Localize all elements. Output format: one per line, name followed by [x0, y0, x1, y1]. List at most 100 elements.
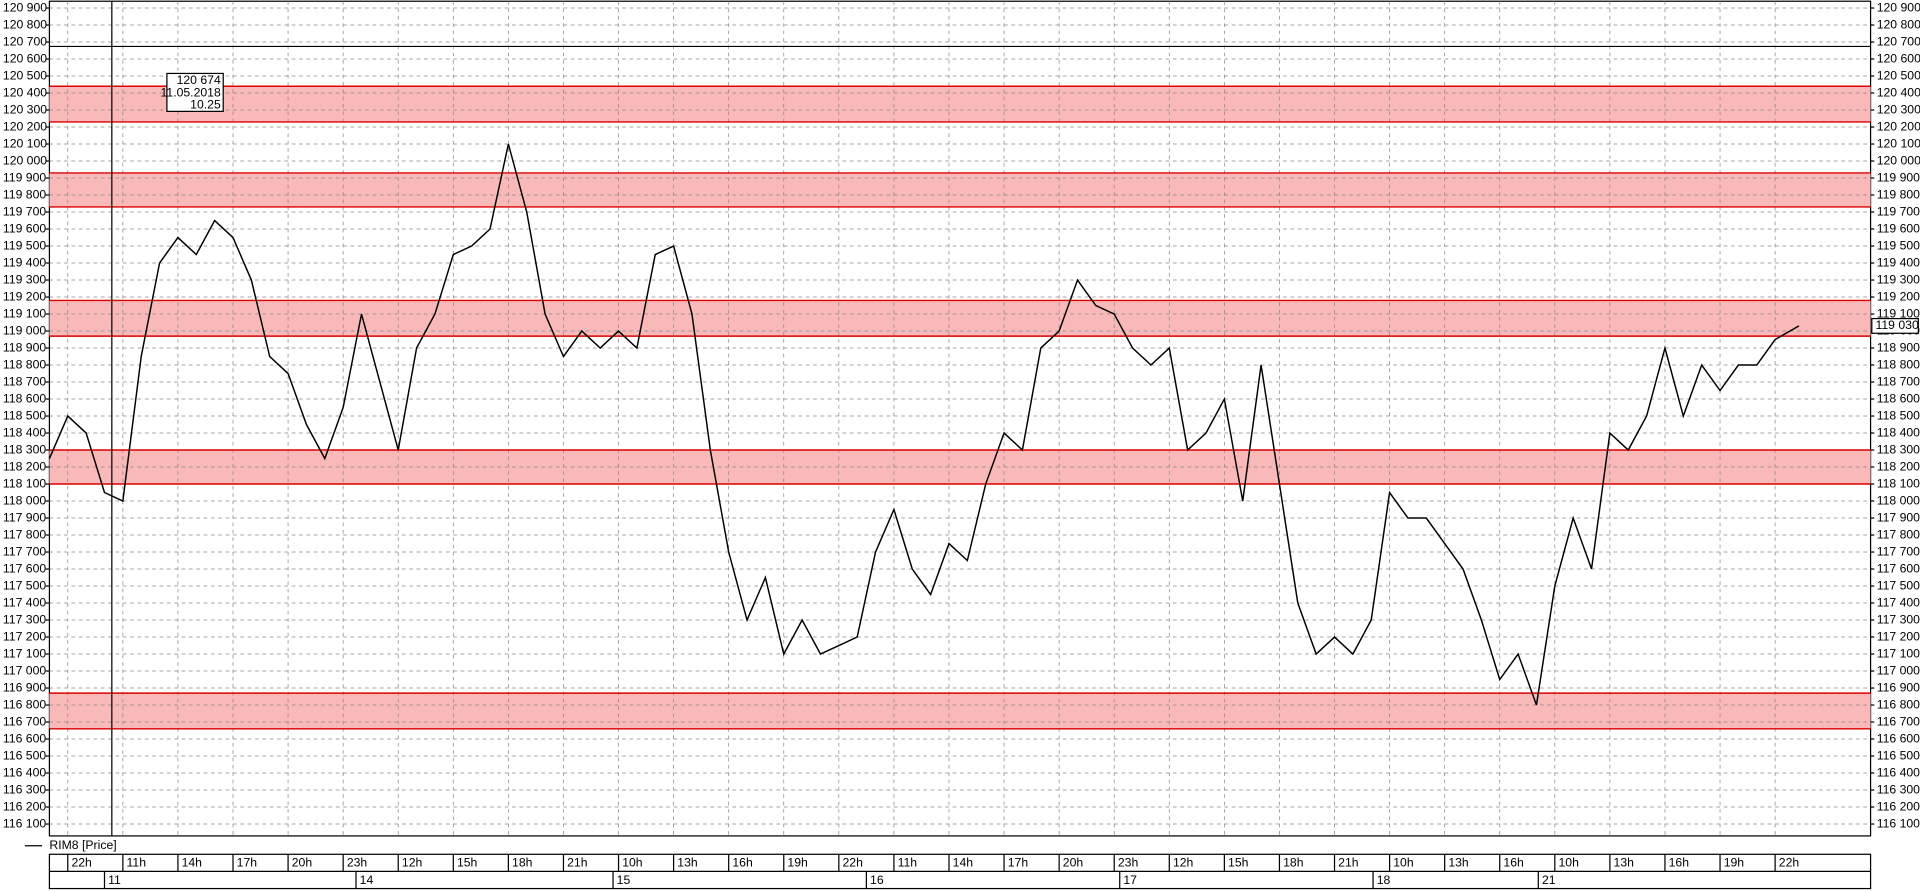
y2-tick-label: 118 400: [1877, 425, 1920, 439]
x-tick-label: 19h: [1724, 856, 1744, 870]
y2-tick-label: 118 900: [1877, 340, 1920, 354]
date-label: 11: [108, 873, 121, 887]
y-tick-label: 117 600: [3, 561, 46, 575]
x-tick-label: 14h: [953, 856, 973, 870]
y-tick-label: 119 100: [3, 306, 46, 320]
x-tick-label: 14h: [182, 856, 202, 870]
y-tick-label: 120 800: [3, 17, 47, 31]
y-tick-label: 117 200: [3, 629, 46, 643]
x-tick-label: 23h: [1118, 856, 1138, 870]
y2-tick-label: 116 200: [1877, 799, 1920, 813]
y-tick-label: 116 600: [3, 731, 46, 745]
y2-tick-label: 118 200: [1877, 459, 1920, 473]
y2-tick-label: 120 100: [1877, 136, 1920, 150]
zone: [49, 172, 1871, 207]
x-tick-label: 15h: [457, 856, 477, 870]
x-tick-label: 12h: [1173, 856, 1193, 870]
y2-tick-label: 120 000: [1877, 153, 1920, 167]
y-tick-label: 119 200: [3, 289, 46, 303]
y2-tick-label: 116 300: [1877, 782, 1920, 796]
x-tick-label: 10h: [622, 856, 642, 870]
y-tick-label: 118 400: [3, 425, 46, 439]
y-tick-label: 117 000: [3, 663, 46, 677]
y2-tick-label: 116 900: [1877, 680, 1920, 694]
y2-tick-label: 117 900: [1877, 510, 1920, 524]
y2-tick-label: 117 100: [1877, 646, 1920, 660]
tooltip-price: 120 674: [177, 73, 221, 87]
y-tick-label: 118 200: [3, 459, 46, 473]
y-tick-label: 119 400: [3, 255, 46, 269]
zone: [49, 86, 1871, 122]
y-tick-label: 117 100: [3, 646, 46, 660]
y2-tick-label: 120 700: [1877, 34, 1920, 48]
y-tick-label: 120 500: [3, 68, 47, 82]
y-tick-label: 119 800: [3, 187, 46, 201]
y2-tick-label: 116 500: [1877, 748, 1920, 762]
y-tick-label: 119 600: [3, 221, 46, 235]
y2-tick-label: 117 800: [1877, 527, 1920, 541]
price-line: [48, 143, 1800, 706]
y2-tick-label: 119 500: [1877, 238, 1920, 252]
y-tick-label: 116 100: [3, 816, 46, 830]
y-tick-label: 116 700: [3, 714, 46, 728]
y-tick-label: 119 700: [3, 204, 46, 218]
y-tick-label: 116 300: [3, 782, 46, 796]
y-tick-label: 118 300: [3, 442, 46, 456]
y2-tick-label: 118 100: [1877, 476, 1920, 490]
x-tick-label: 10h: [1393, 856, 1413, 870]
y2-tick-label: 118 300: [1877, 442, 1920, 456]
y2-tick-label: 118 700: [1877, 374, 1920, 388]
y2-tick-label: 118 500: [1877, 408, 1920, 422]
y-tick-label: 118 000: [3, 493, 46, 507]
y2-tick-label: 117 300: [1877, 612, 1920, 626]
x-tick-label: 23h: [347, 856, 367, 870]
y-tick-label: 118 500: [3, 408, 46, 422]
tooltip-date: 11.05.2018: [161, 85, 221, 99]
x-tick-label: 15h: [1228, 856, 1248, 870]
y2-tick-label: 120 500: [1877, 68, 1920, 82]
y2-tick-label: 117 000: [1877, 663, 1920, 677]
y-tick-label: 120 600: [3, 51, 47, 65]
y-tick-label: 120 700: [3, 34, 47, 48]
y2-tick-label: 117 600: [1877, 561, 1920, 575]
y-tick-label: 120 300: [3, 102, 47, 116]
y-tick-label: 116 500: [3, 748, 46, 762]
y2-tick-label: 120 600: [1877, 51, 1920, 65]
x-tick-label: 13h: [1448, 856, 1468, 870]
y-tick-label: 118 900: [3, 340, 46, 354]
x-tick-label: 17h: [237, 856, 257, 870]
y2-tick-label: 117 400: [1877, 595, 1920, 609]
y2-tick-label: 118 800: [1877, 357, 1920, 371]
y2-tick-label: 120 400: [1877, 85, 1920, 99]
y-tick-label: 119 000: [3, 323, 46, 337]
x-tick-label: 22h: [71, 856, 91, 870]
x-tick-label: 13h: [677, 856, 697, 870]
y-tick-label: 118 100: [3, 476, 46, 490]
x-tick-label: 12h: [402, 856, 422, 870]
tooltip: [166, 72, 224, 112]
y2-tick-label: 116 100: [1877, 816, 1920, 830]
y-tick-label: 119 300: [3, 272, 46, 286]
y2-tick-label: 119 300: [1877, 272, 1920, 286]
y-tick-label: 120 400: [3, 85, 47, 99]
x-tick-label: 13h: [1614, 856, 1634, 870]
y2-tick-label: 116 800: [1877, 697, 1920, 711]
y-tick-label: 117 700: [3, 544, 46, 558]
y2-tick-label: 119 900: [1877, 170, 1920, 184]
y2-tick-label: 120 200: [1877, 119, 1920, 133]
legend-label: RIM8 [Price]: [49, 838, 116, 852]
y-tick-label: 116 400: [3, 765, 46, 779]
y2-tick-label: 120 300: [1877, 102, 1920, 116]
x-tick-label: 18h: [1283, 856, 1303, 870]
x-tick-label: 16h: [1669, 856, 1689, 870]
y-tick-label: 118 800: [3, 357, 46, 371]
y-tick-label: 120 000: [3, 153, 47, 167]
x-tick-label: 20h: [1063, 856, 1083, 870]
x-tick-label: 22h: [1779, 856, 1799, 870]
x-tick-label: 19h: [787, 856, 807, 870]
y2-tick-label: 119 100: [1877, 306, 1920, 320]
y-tick-label: 116 900: [3, 680, 46, 694]
x-tick-label: 16h: [732, 856, 752, 870]
date-label: 21: [1542, 873, 1556, 887]
